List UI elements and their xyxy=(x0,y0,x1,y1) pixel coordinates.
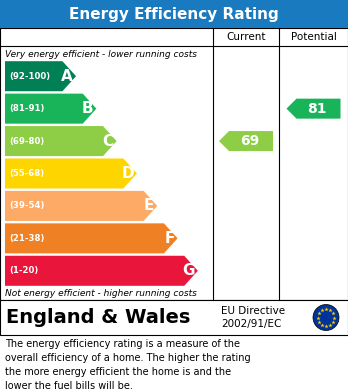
Text: D: D xyxy=(121,166,134,181)
Polygon shape xyxy=(5,158,137,188)
Text: B: B xyxy=(82,101,93,116)
Text: E: E xyxy=(144,198,154,213)
Bar xyxy=(0,0,348,28)
Text: F: F xyxy=(164,231,175,246)
Text: Not energy efficient - higher running costs: Not energy efficient - higher running co… xyxy=(5,289,197,298)
Text: (55-68): (55-68) xyxy=(9,169,44,178)
Circle shape xyxy=(313,305,339,330)
Text: Current: Current xyxy=(226,32,266,42)
Text: (1-20): (1-20) xyxy=(9,266,38,275)
Text: (21-38): (21-38) xyxy=(9,234,45,243)
Polygon shape xyxy=(5,191,157,221)
Text: (81-91): (81-91) xyxy=(9,104,45,113)
Text: Energy Efficiency Rating: Energy Efficiency Rating xyxy=(69,7,279,22)
Text: (92-100): (92-100) xyxy=(9,72,50,81)
Text: England & Wales: England & Wales xyxy=(6,308,190,327)
Polygon shape xyxy=(5,93,96,124)
Text: 81: 81 xyxy=(307,102,326,116)
Bar xyxy=(0,28,348,300)
Text: (69-80): (69-80) xyxy=(9,136,44,145)
Text: The energy efficiency rating is a measure of the
overall efficiency of a home. T: The energy efficiency rating is a measur… xyxy=(5,339,251,391)
Text: C: C xyxy=(103,134,114,149)
Text: A: A xyxy=(61,69,73,84)
Text: Potential: Potential xyxy=(291,32,337,42)
Text: 69: 69 xyxy=(240,134,259,148)
Text: Very energy efficient - lower running costs: Very energy efficient - lower running co… xyxy=(5,50,197,59)
Polygon shape xyxy=(5,126,117,156)
Text: (39-54): (39-54) xyxy=(9,201,45,210)
Polygon shape xyxy=(5,61,76,91)
Text: EU Directive
2002/91/EC: EU Directive 2002/91/EC xyxy=(221,306,285,329)
Text: G: G xyxy=(182,263,195,278)
Polygon shape xyxy=(5,223,177,253)
Bar xyxy=(0,300,348,335)
Polygon shape xyxy=(286,99,340,118)
Polygon shape xyxy=(219,131,273,151)
Polygon shape xyxy=(5,256,198,286)
